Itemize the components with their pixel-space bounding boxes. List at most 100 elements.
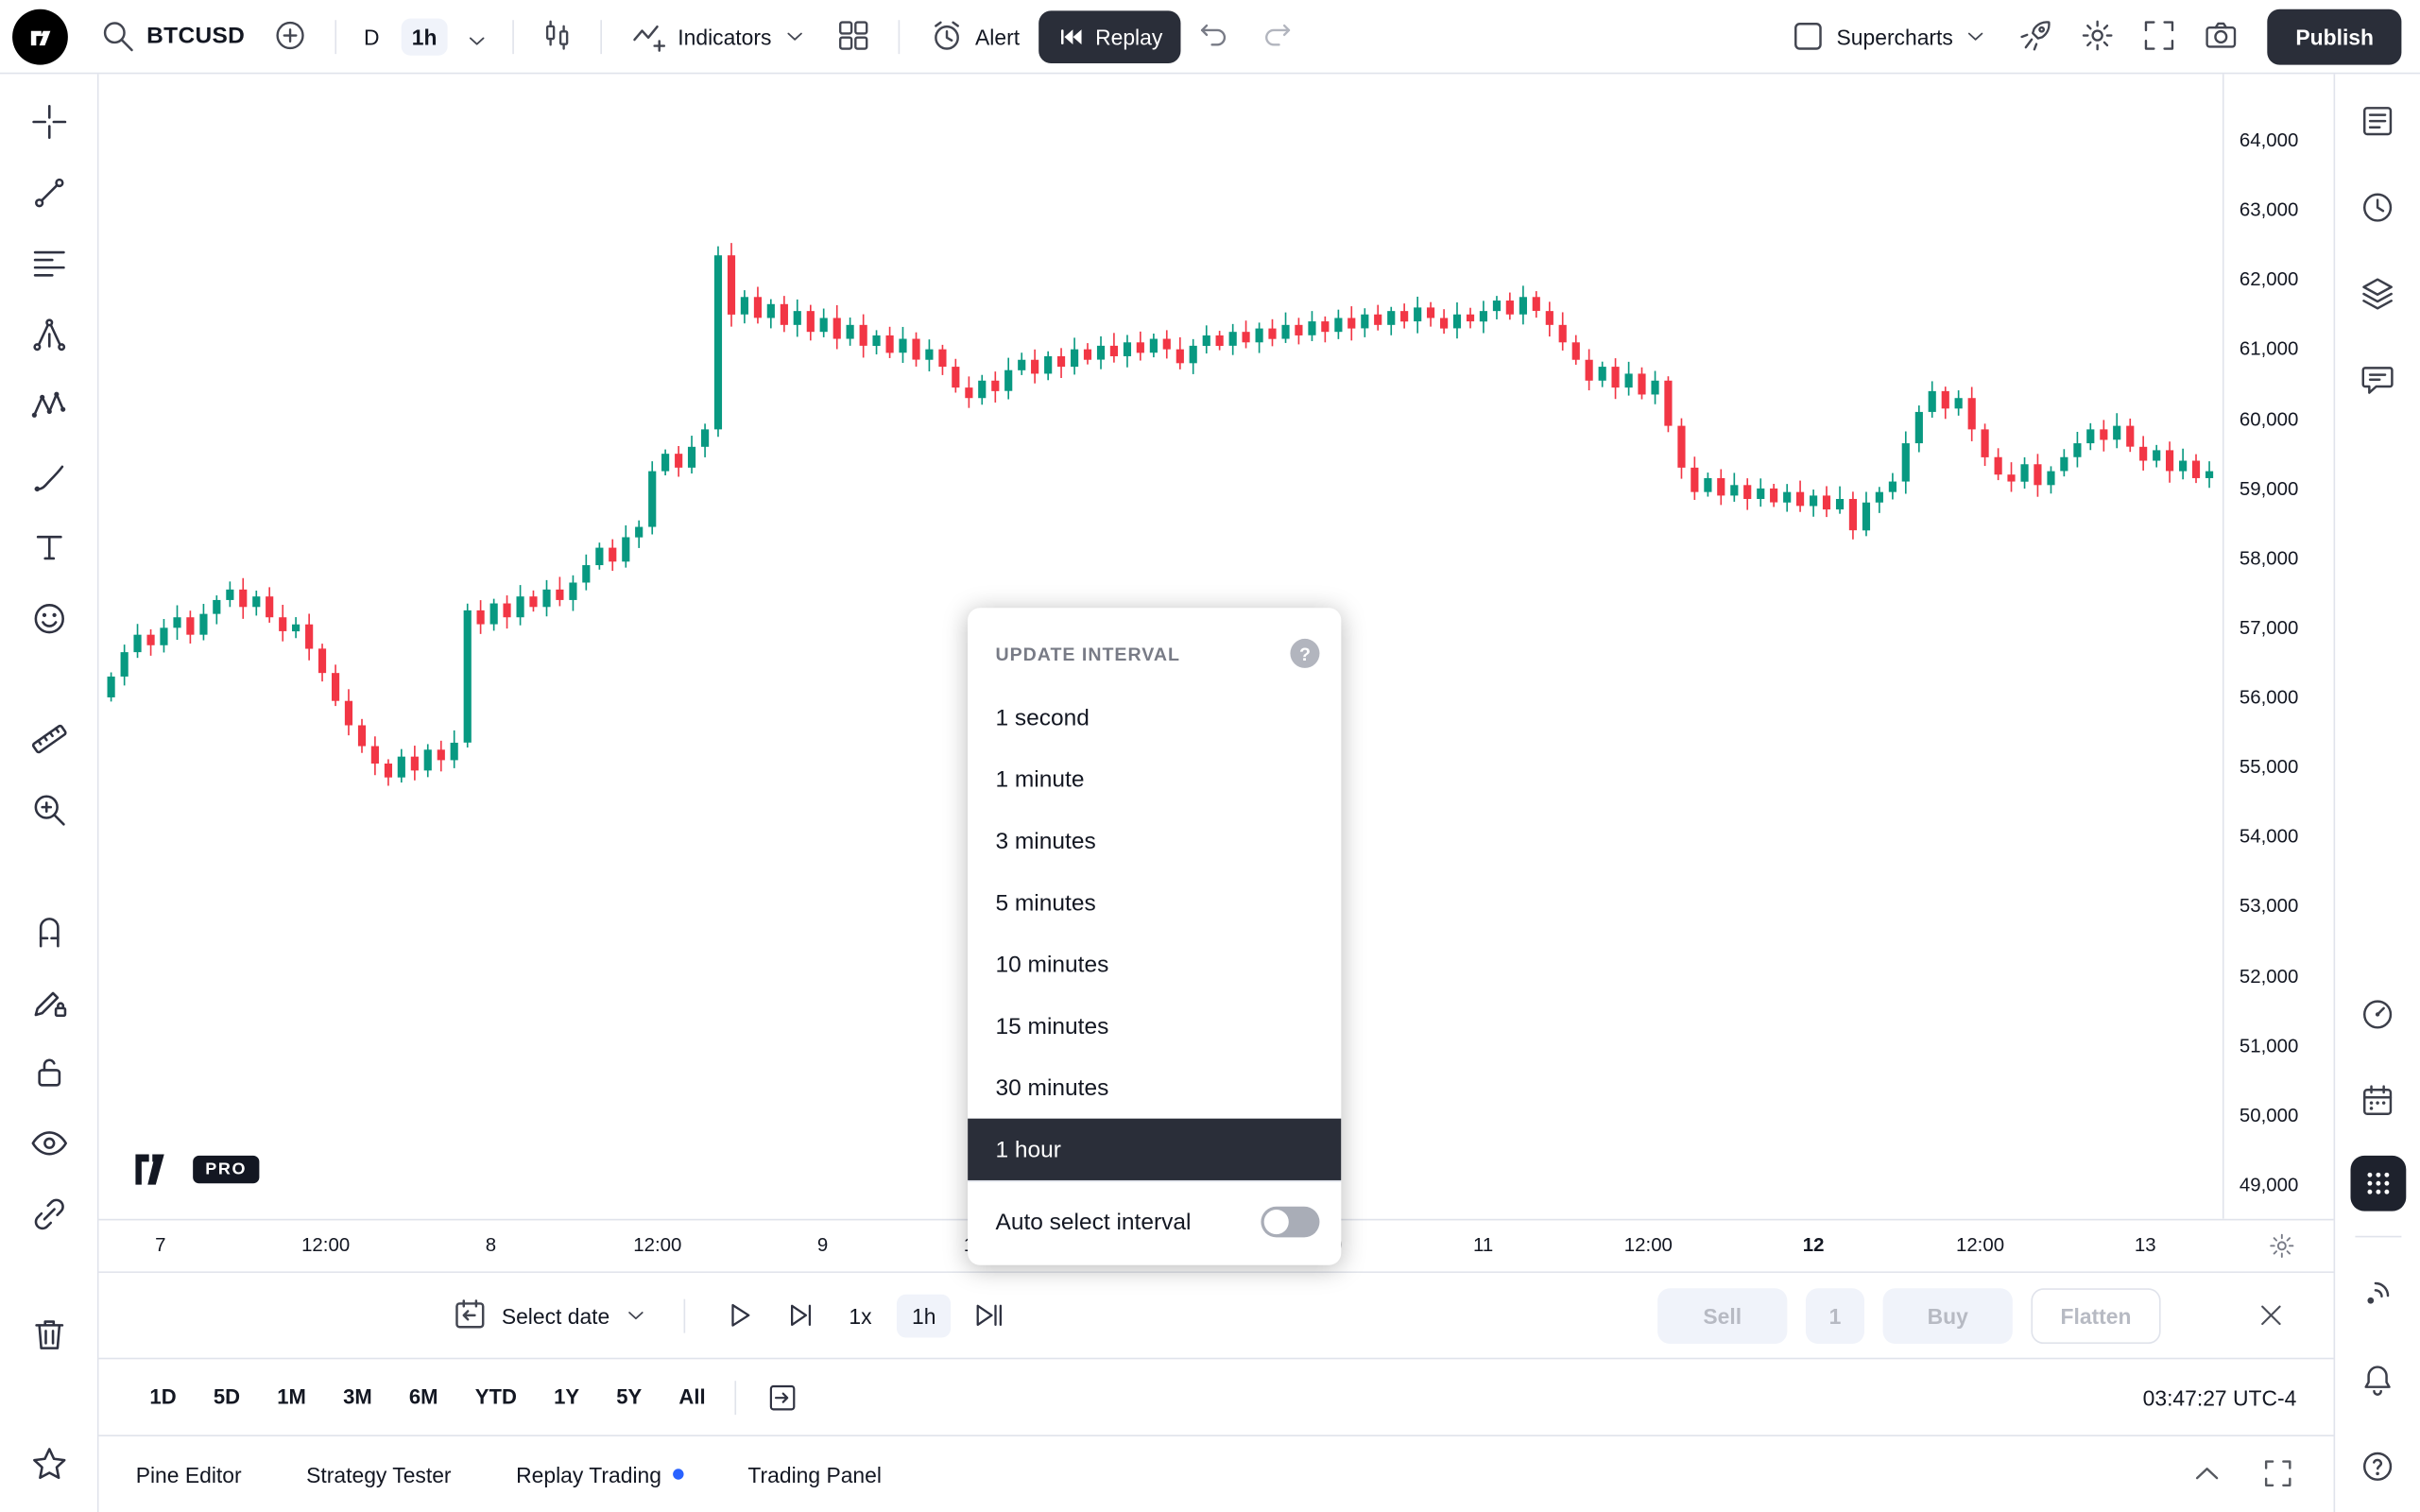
interval-option-30-minutes[interactable]: 30 minutes [995,1074,1109,1101]
watchlist-panel-button[interactable] [2346,90,2408,151]
layout-manager-button[interactable]: Supercharts [1776,10,2002,63]
price-label: 53,000 [2239,895,2299,918]
brush-tool-button[interactable] [19,447,77,506]
play-button[interactable] [714,1292,761,1338]
timeframe-daily-button[interactable]: D [352,10,392,63]
link-tool-button[interactable] [19,1185,77,1244]
collapse-panel-button[interactable] [2179,1447,2235,1503]
clock-label: 03:47:27 UTC-4 [2142,1384,2297,1410]
tab-replay-trading[interactable]: Replay Trading [516,1462,683,1486]
range-1y[interactable]: 1Y [554,1385,580,1409]
go-to-date-icon[interactable] [758,1372,807,1421]
range-all[interactable]: All [678,1385,706,1409]
layout-grid-button[interactable] [827,9,883,64]
edit-lock-tool-button[interactable] [19,972,77,1031]
fullscreen-button[interactable] [2132,9,2188,64]
help-panel-button[interactable] [2346,1435,2408,1496]
flatten-button[interactable]: Flatten [2031,1287,2161,1344]
range-6m[interactable]: 6M [408,1385,438,1409]
emoji-tool-button[interactable] [19,590,77,648]
publish-button[interactable]: Publish [2268,8,2402,64]
chart-settings-button[interactable] [2070,9,2126,64]
select-date-button[interactable]: Select date [438,1289,662,1342]
eye-tool-button[interactable] [19,1114,77,1173]
range-5d[interactable]: 5D [213,1385,241,1409]
interval-option-3-minutes[interactable]: 3 minutes [995,827,1096,854]
chat-panel-button[interactable] [2346,349,2408,410]
layout-box-icon [1789,17,1828,56]
range-1m[interactable]: 1M [277,1385,306,1409]
quantity-field[interactable]: 1 [1805,1287,1865,1344]
range-5y[interactable]: 5Y [616,1385,643,1409]
broadcast-panel-button[interactable] [2346,1263,2408,1324]
jump-to-end-button[interactable] [966,1292,1012,1338]
replay-interval-button[interactable]: 1h [896,1293,952,1337]
redo-button[interactable] [1249,9,1305,64]
price-label: 60,000 [2239,407,2299,430]
interval-option-15-minutes[interactable]: 15 minutes [995,1012,1109,1040]
fib-retracement-tool-button[interactable] [19,234,77,293]
timeframe-menu-button[interactable] [457,9,497,64]
help-badge-icon[interactable]: ? [1290,638,1320,668]
pitchfork-tool-button[interactable] [19,305,77,364]
symbol-search-button[interactable]: BTCUSD [86,10,257,63]
indicators-button[interactable]: Indicators [618,10,821,63]
indicators-label: Indicators [678,24,772,49]
gauge-panel-button[interactable] [2346,983,2408,1044]
layers-panel-button[interactable] [2346,263,2408,324]
tab-strategy-tester[interactable]: Strategy Tester [306,1462,451,1486]
range-3m[interactable]: 3M [343,1385,372,1409]
star-tool-button[interactable] [19,1435,77,1493]
lock-tool-button[interactable] [19,1043,77,1102]
range-1d[interactable]: 1D [149,1385,177,1409]
popup-title: UPDATE INTERVAL [995,642,1180,664]
price-label: 56,000 [2239,686,2299,709]
time-axis-settings-icon[interactable] [2267,1231,2296,1261]
auto-select-label: Auto select interval [995,1209,1192,1235]
interval-option-10-minutes[interactable]: 10 minutes [995,951,1109,978]
range-ytd[interactable]: YTD [474,1385,517,1409]
sell-button[interactable]: Sell [1657,1287,1788,1344]
time-label: 12:00 [301,1234,351,1256]
interval-option-1-minute[interactable]: 1 minute [995,765,1085,793]
tab-pine-editor[interactable]: Pine Editor [136,1462,242,1486]
zoom-in-tool-button[interactable] [19,781,77,839]
alert-button[interactable]: Alert [915,10,1032,63]
layout-grid-icon [835,17,874,56]
chart-style-button[interactable] [529,9,585,64]
expand-panel-button[interactable] [2250,1447,2306,1503]
interval-option-1-hour[interactable]: 1 hour [968,1118,1342,1180]
boost-button[interactable] [2009,9,2065,64]
apps-grid-panel-button[interactable] [2349,1155,2406,1211]
speed-button[interactable]: 1x [849,1302,872,1328]
buy-button[interactable]: Buy [1882,1287,2013,1344]
ruler-tool-button[interactable] [19,710,77,768]
interval-option-1-second[interactable]: 1 second [995,704,1090,731]
undo-button[interactable] [1187,9,1243,64]
step-forward-button[interactable] [777,1292,823,1338]
auto-select-toggle[interactable] [1261,1206,1320,1238]
price-axis[interactable]: 64,000 63,000 62,000 61,000 60,000 59,000 58,0… [2222,74,2334,1219]
bell-panel-button[interactable] [2346,1349,2408,1410]
layout-name-label: Supercharts [1836,24,1953,49]
calendar-panel-button[interactable] [2346,1069,2408,1130]
tradingview-logo[interactable] [12,8,68,64]
trash-tool-button[interactable] [19,1305,77,1364]
tab-label: Pine Editor [135,1461,242,1487]
clock-panel-button[interactable] [2346,176,2408,237]
price-label: 55,000 [2239,756,2299,779]
alert-label: Alert [975,24,1021,49]
timeframe-1h-button[interactable]: 1h [398,10,451,63]
add-symbol-button[interactable] [264,9,319,64]
tab-label: Replay Trading [516,1461,661,1487]
xabcd-pattern-tool-button[interactable] [19,376,77,435]
tab-trading-panel[interactable]: Trading Panel [747,1462,882,1486]
close-replay-icon[interactable] [2244,1289,2297,1342]
text-tool-tool-button[interactable] [19,519,77,577]
magnet-tool-button[interactable] [19,901,77,959]
trend-line-tool-button[interactable] [19,163,77,222]
interval-option-5-minutes[interactable]: 5 minutes [995,889,1096,916]
replay-button[interactable]: Replay [1038,9,1181,63]
crosshair-tool-button[interactable] [19,93,77,151]
snapshot-button[interactable] [2194,9,2250,64]
